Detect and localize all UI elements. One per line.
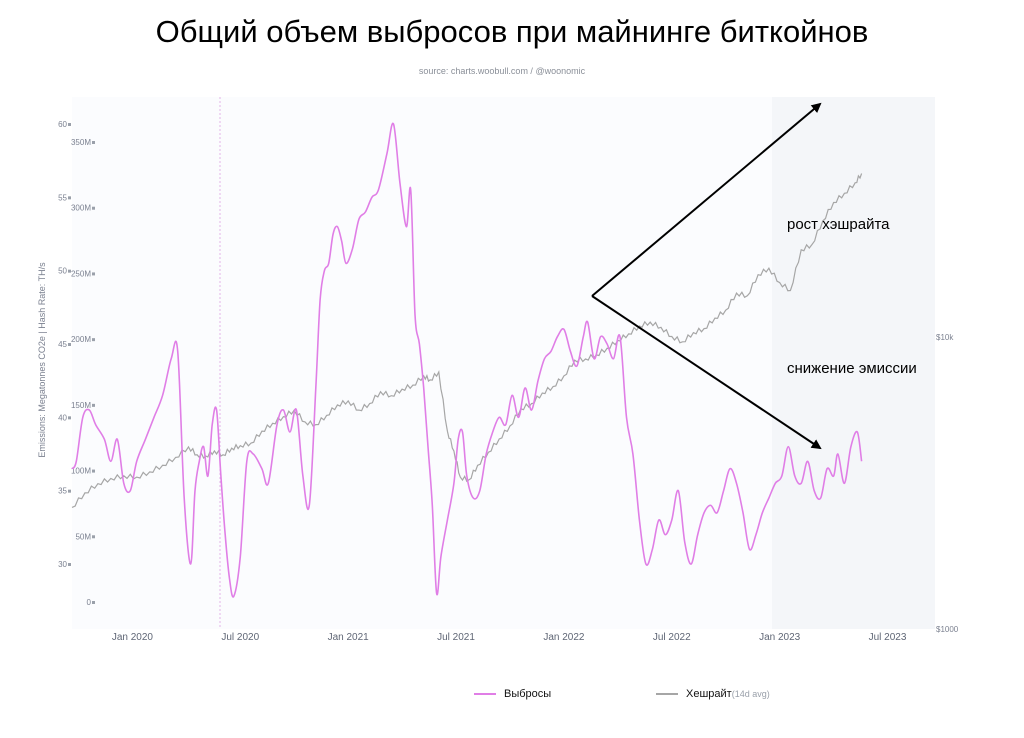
y-left-tick-label: 50 [58,267,67,276]
y-hash-tick-label: 350M [71,138,91,147]
y-left-tick-label: 55 [58,193,67,202]
y-hash-tick-label: 250M [71,269,91,278]
y-left-tick-mark [68,196,71,200]
y-left-tick-label: 30 [58,560,67,569]
y-axis-label: Emissions: Megatonnes CO2e | Hash Rate: … [37,262,47,458]
y-left-tick-label: 35 [58,487,67,496]
series-line-emissions [71,122,863,598]
x-axis-ticks: Jan 2020 Jul 2020 Jan 2021 Jul 2021 Jan 2022… [112,632,907,643]
y-hash-tick-label: 0 [87,598,92,607]
y-hash-tick-label: 300M [71,204,91,213]
y-hash-tick-mark [92,272,95,276]
y-hash-tick-mark [92,141,95,144]
y-hash-tick-label: 100M [71,467,91,476]
y-left-tick-mark [68,489,71,493]
x-tick-label: Jul 2020 [221,632,259,643]
x-tick-label: Jul 2022 [653,632,691,643]
y-hash-tick-mark [92,338,95,342]
y-left-tick-label: 60 [58,120,67,129]
y-hash-tick-label: 50M [75,532,91,541]
y-hash-tick-mark [92,469,95,473]
y-hash-tick-mark [92,403,95,407]
y-left-tick-mark [68,123,71,126]
y-hash-tick-label: 150M [71,401,91,410]
legend-item-emissions[interactable]: Выбросы [474,686,551,702]
annotation-hashrate-growth: рост хэшрайта [787,216,890,233]
x-tick-label: Jul 2023 [869,632,907,643]
y-left-tick-mark [68,563,71,566]
chart-source: source: charts.woobull.com / @woonomic [418,66,586,76]
legend-swatch-hashrate [656,693,678,695]
x-tick-label: Jul 2021 [437,632,475,643]
y-left-tick-label: 45 [58,340,67,349]
arrow-hashrate-growth [591,102,822,297]
right-axis-ticks: $10k $1000 [936,333,959,634]
legend-swatch-emissions [474,693,496,695]
hash-axis-ticks: 350M 300M 250M 200M 150M 100M 50M 0 [71,138,95,607]
legend-item-hashrate[interactable]: Хешрайт (14d avg) [656,686,770,702]
y-hash-tick-mark [92,535,95,539]
y-left-tick-mark [68,416,71,420]
legend-label-emissions: Выбросы [504,688,552,700]
y-left-tick-mark [68,343,71,346]
legend-label-hashrate: Хешрайт [686,688,732,700]
x-tick-label: Jan 2022 [543,632,585,643]
left-axis-ticks: 60 55 50 45 40 35 30 [58,120,71,569]
y-left-tick-mark [68,269,71,273]
annotation-emissions-drop: снижение эмиссии [787,360,917,377]
legend-label-hashrate-suffix: (14d avg) [731,689,770,699]
y-left-tick-label: 40 [58,413,67,422]
x-tick-label: Jan 2021 [328,632,370,643]
x-tick-label: Jan 2020 [112,632,154,643]
x-tick-label: Jan 2023 [759,632,801,643]
y-hash-tick-label: 200M [71,335,91,344]
y-hash-tick-mark [92,206,95,210]
y-right-tick-label: $1000 [936,625,959,634]
chart-title: Общий объем выбросов при майнинге биткой… [155,14,869,49]
y-right-tick-label: $10k [936,333,954,342]
y-hash-tick-mark [92,601,95,604]
arrow-emissions-drop [591,295,822,450]
